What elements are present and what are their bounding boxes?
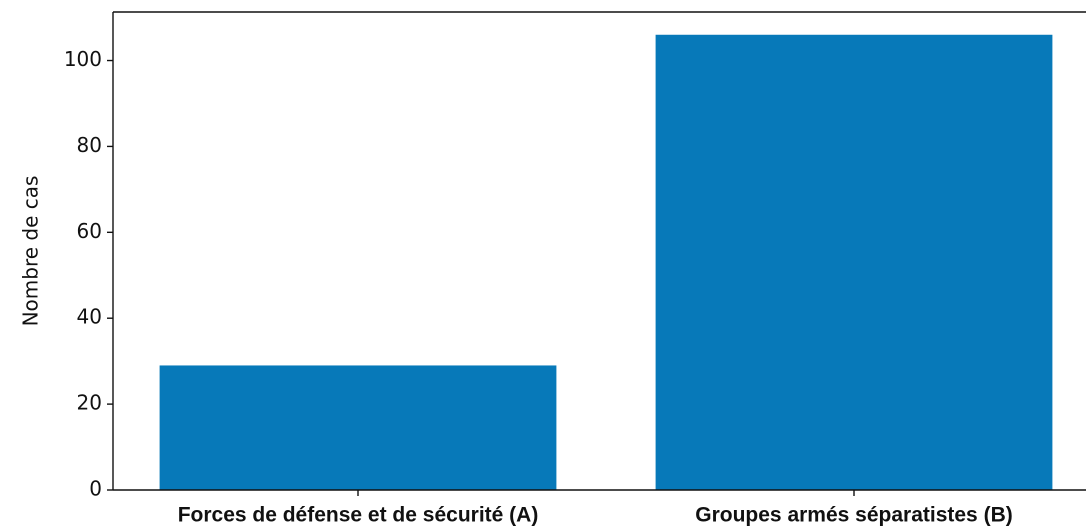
y-tick-label: 100 bbox=[64, 47, 102, 71]
bar bbox=[655, 34, 1053, 491]
bar bbox=[159, 365, 557, 490]
y-tick-label: 60 bbox=[77, 219, 102, 243]
y-axis-label: Nombre de cas bbox=[19, 176, 43, 327]
y-tick-label: 80 bbox=[77, 133, 102, 157]
y-tick-label: 0 bbox=[89, 477, 102, 501]
x-tick-label: Forces de défense et de sécurité (A) bbox=[178, 504, 539, 526]
x-tick-label: Groupes armés séparatistes (B) bbox=[695, 504, 1012, 526]
y-tick-label: 40 bbox=[77, 305, 102, 329]
y-tick-label: 20 bbox=[77, 391, 102, 415]
